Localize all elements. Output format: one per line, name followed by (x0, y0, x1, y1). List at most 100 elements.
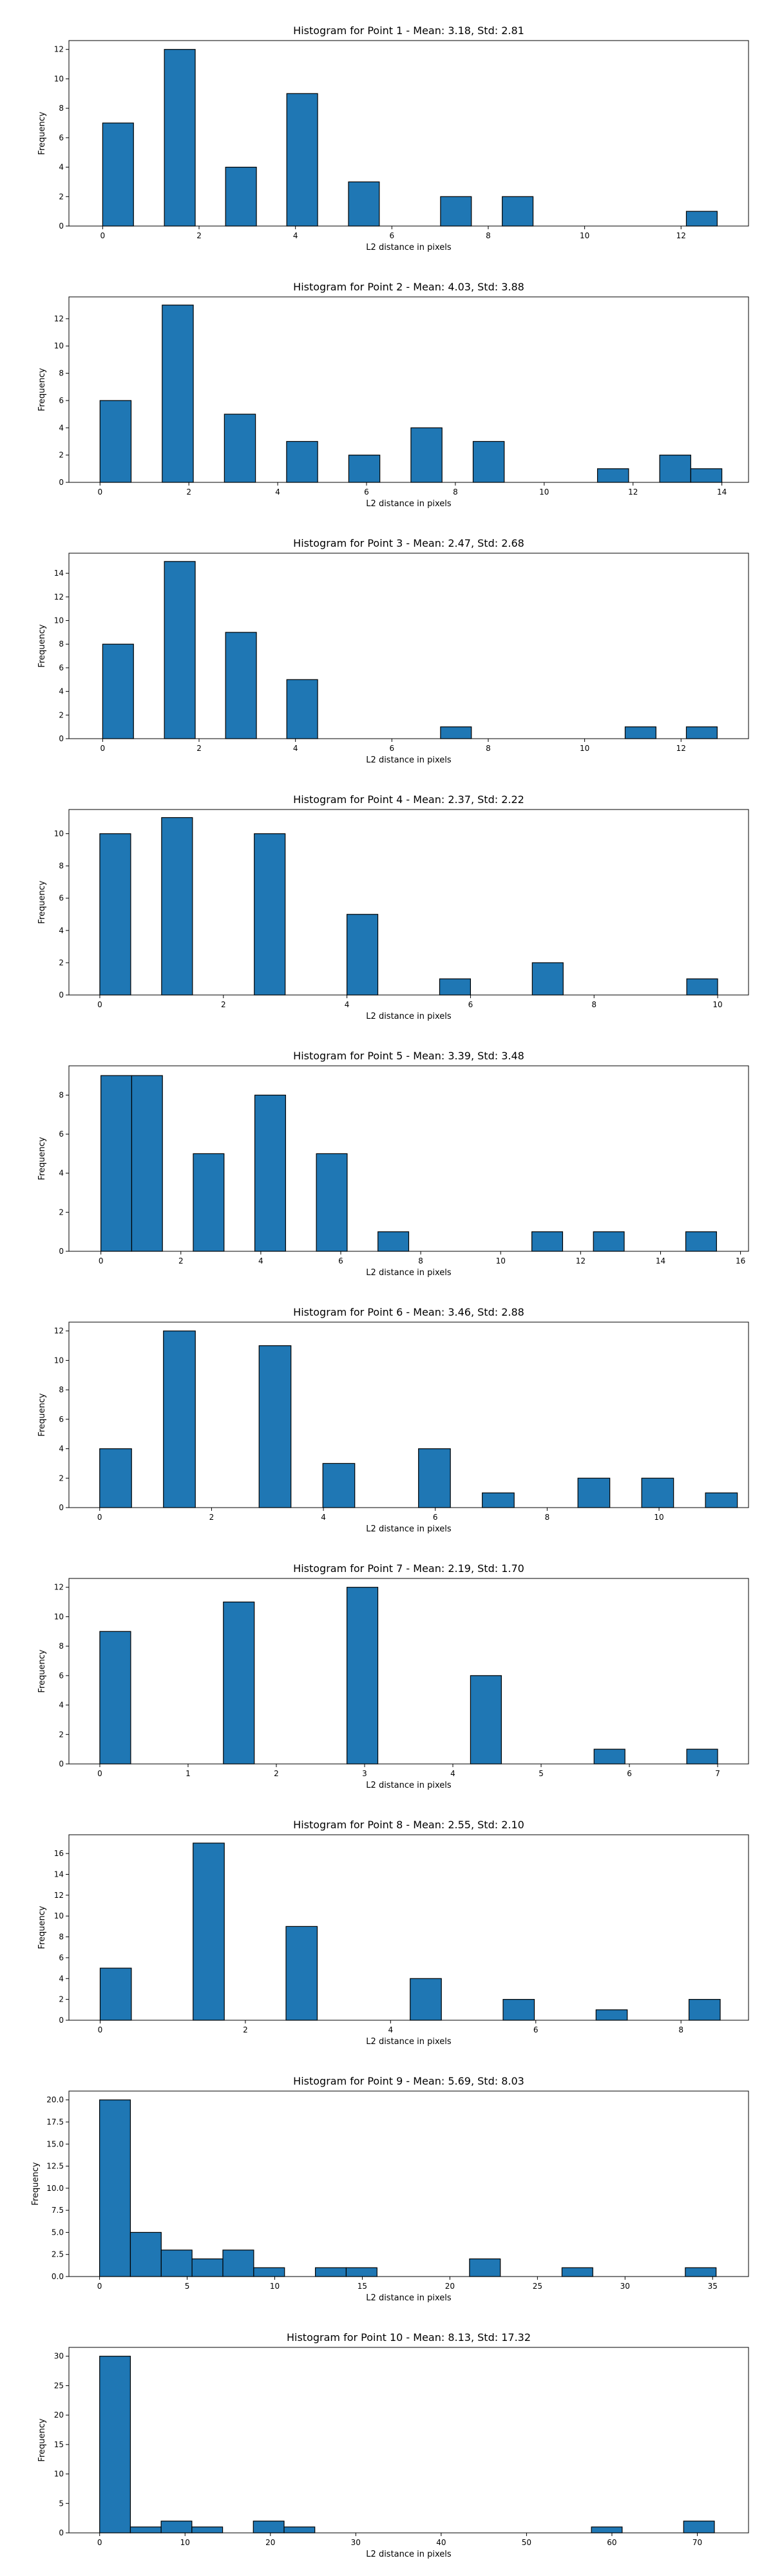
y-tick-label: 25 (54, 2381, 64, 2390)
y-tick-label: 6 (59, 1415, 64, 1424)
histogram-bar (641, 1477, 674, 1508)
y-tick-label: 0 (59, 1503, 64, 1512)
x-axis-label: L2 distance in pixels (366, 1524, 452, 1534)
y-axis-label: Frequency (37, 624, 47, 667)
x-tick-label: 30 (351, 2538, 361, 2547)
x-tick-label: 6 (338, 1256, 343, 1265)
histogram-panel-6: Histogram for Point 6 - Mean: 3.46, Std:… (37, 1306, 749, 1534)
x-tick-label: 10 (580, 231, 589, 240)
y-tick-label: 10.0 (46, 2184, 64, 2193)
histogram-bar (377, 1231, 410, 1252)
y-tick-label: 10 (54, 1911, 64, 1920)
y-tick-label: 2 (59, 958, 64, 967)
y-tick-label: 12 (54, 314, 64, 323)
histogram-bar (440, 726, 472, 739)
histogram-bar (163, 1331, 196, 1508)
x-tick-label: 8 (545, 1513, 550, 1522)
histogram-bar (99, 1631, 131, 1765)
histogram-panel-9: Histogram for Point 9 - Mean: 5.69, Std:… (31, 2075, 749, 2303)
y-tick-label: 16 (54, 1849, 64, 1858)
x-tick-label: 4 (275, 488, 280, 497)
histogram-bar (624, 726, 656, 739)
plot-frame (68, 1578, 749, 1765)
histogram-bar (686, 1748, 718, 1765)
y-tick-label: 20 (54, 2410, 64, 2420)
y-tick-label: 4 (59, 926, 64, 935)
x-tick-label: 4 (321, 1513, 326, 1522)
y-axis-label: Frequency (31, 2162, 41, 2205)
histogram-bar (686, 978, 718, 996)
histogram-bar (683, 2521, 715, 2533)
x-tick-label: 10 (580, 744, 589, 753)
plot-frame (68, 809, 749, 996)
x-tick-label: 12 (628, 488, 638, 497)
histogram-bar (286, 440, 318, 483)
x-axis-label: L2 distance in pixels (366, 2293, 452, 2303)
y-tick-label: 0 (59, 1247, 64, 1256)
x-tick-label: 0 (100, 231, 106, 240)
histogram-bar (418, 1448, 451, 1508)
y-tick-label: 12 (54, 1583, 64, 1592)
y-tick-label: 6 (59, 1130, 64, 1139)
y-tick-label: 2 (59, 710, 64, 719)
histogram-panel-2: Histogram for Point 2 - Mean: 4.03, Std:… (37, 281, 749, 509)
chart-title: Histogram for Point 3 - Mean: 2.47, Std:… (293, 537, 524, 549)
y-tick-label: 8 (59, 1933, 64, 1942)
x-tick-label: 40 (436, 2538, 446, 2547)
y-tick-label: 14 (54, 1870, 64, 1879)
histogram-bar (577, 1477, 611, 1508)
y-tick-label: 4 (59, 1169, 64, 1178)
histogram-bar (102, 122, 134, 227)
x-tick-label: 0 (97, 1513, 102, 1522)
histogram-panel-1: Histogram for Point 1 - Mean: 3.18, Std:… (37, 24, 749, 252)
y-tick-label: 8 (59, 1090, 64, 1099)
histogram-bar (283, 2526, 316, 2533)
y-tick-label: 0 (59, 222, 64, 231)
histogram-bar (160, 2521, 193, 2533)
y-tick-label: 2 (59, 1730, 64, 1739)
x-tick-label: 0 (97, 1000, 102, 1009)
y-tick-label: 4 (59, 687, 64, 696)
y-tick-label: 10 (54, 2470, 64, 2479)
x-tick-label: 0 (97, 2538, 102, 2547)
plot-frame (68, 296, 749, 483)
histogram-panel-4: Histogram for Point 4 - Mean: 2.37, Std:… (37, 793, 749, 1021)
plot-frame (68, 2090, 749, 2277)
y-tick-label: 10 (54, 829, 64, 838)
x-tick-label: 4 (388, 2025, 394, 2034)
y-tick-label: 8 (59, 1385, 64, 1394)
histogram-bar (482, 1492, 515, 1508)
x-tick-label: 8 (453, 488, 458, 497)
histogram-bar (316, 1153, 348, 1252)
histogram-bar (253, 2267, 285, 2277)
y-tick-label: 0 (59, 2528, 64, 2537)
histogram-bar (322, 1463, 356, 1508)
x-tick-label: 12 (576, 1256, 586, 1265)
x-tick-label: 10 (270, 2282, 280, 2291)
histogram-bar (531, 962, 564, 996)
histogram-bar (99, 400, 132, 483)
histogram-bar (561, 2267, 593, 2277)
x-tick-label: 6 (627, 1769, 632, 1778)
histogram-bar (591, 2526, 623, 2533)
y-tick-label: 10 (54, 341, 64, 350)
histogram-bar (685, 1231, 717, 1252)
x-tick-label: 2 (178, 1256, 184, 1265)
y-tick-label: 17.5 (46, 2117, 64, 2126)
y-axis-label: Frequency (37, 880, 47, 923)
chart-title: Histogram for Point 5 - Mean: 3.39, Std:… (293, 1050, 524, 1062)
histogram-bar (161, 817, 193, 996)
y-tick-label: 5 (59, 2499, 64, 2508)
x-tick-label: 2 (274, 1769, 279, 1778)
y-tick-label: 10 (54, 1356, 64, 1365)
x-tick-label: 0 (98, 2025, 103, 2034)
y-tick-label: 8 (59, 369, 64, 378)
x-tick-label: 0 (97, 2282, 102, 2291)
histogram-bar (285, 1926, 318, 2021)
y-tick-label: 15 (54, 2440, 64, 2449)
y-tick-label: 4 (59, 163, 64, 172)
histogram-bar (193, 1842, 225, 2021)
x-tick-label: 25 (533, 2282, 542, 2291)
y-tick-label: 6 (59, 1953, 64, 1962)
histogram-bar (348, 455, 381, 483)
